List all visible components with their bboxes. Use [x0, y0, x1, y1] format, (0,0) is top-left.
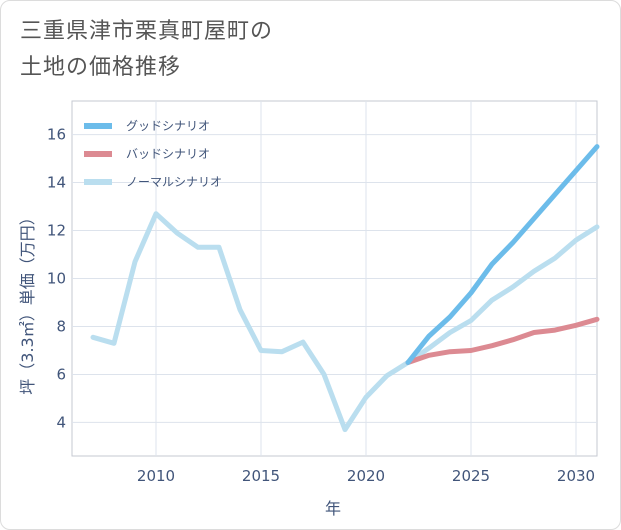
series-line-1 — [405, 144, 600, 365]
grid-lines — [72, 101, 597, 456]
axis-ticks: 2010 2015 2020 2025 2030 4 6 8 10 12 14 16 — [47, 126, 595, 485]
data-series — [90, 144, 600, 433]
x-tick-label: 2030 — [557, 467, 595, 485]
legend-label: ノーマルシナリオ — [126, 175, 222, 189]
y-tick-label: 16 — [47, 126, 66, 144]
chart-title: 三重県津市栗真町屋町の 土地の価格推移 — [20, 19, 274, 80]
x-axis-label: 年 — [325, 499, 341, 518]
legend-label: グッドシナリオ — [126, 119, 210, 133]
y-tick-label: 12 — [47, 222, 66, 240]
y-tick-label: 6 — [56, 365, 66, 383]
series-line-3 — [90, 211, 600, 433]
x-tick-label: 2020 — [347, 467, 385, 485]
x-tick-label: 2010 — [137, 467, 175, 485]
y-tick-label: 10 — [47, 270, 66, 288]
y-axis-label: 坪（3.3㎡）単価（万円） — [18, 209, 37, 394]
y-tick-label: 4 — [56, 413, 66, 431]
x-tick-label: 2025 — [452, 467, 490, 485]
x-tick-label: 2015 — [242, 467, 280, 485]
y-tick-label: 14 — [47, 174, 66, 192]
legend-label: バッドシナリオ — [126, 147, 210, 161]
y-tick-label: 8 — [56, 317, 66, 335]
series-line-2 — [405, 316, 600, 365]
